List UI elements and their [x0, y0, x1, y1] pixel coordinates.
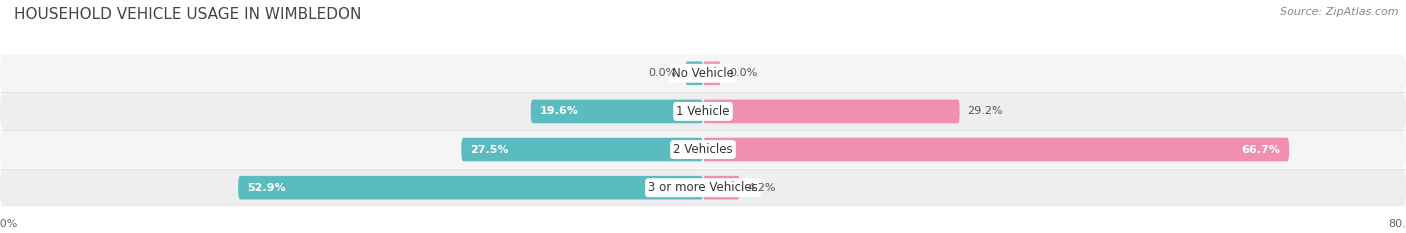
FancyBboxPatch shape	[703, 138, 1289, 161]
Text: 27.5%: 27.5%	[470, 144, 509, 154]
FancyBboxPatch shape	[461, 138, 703, 161]
Text: 4.2%: 4.2%	[747, 183, 776, 193]
Text: 2 Vehicles: 2 Vehicles	[673, 143, 733, 156]
Text: 3 or more Vehicles: 3 or more Vehicles	[648, 181, 758, 194]
FancyBboxPatch shape	[703, 176, 740, 199]
FancyBboxPatch shape	[238, 176, 703, 199]
FancyBboxPatch shape	[0, 131, 1406, 168]
Text: 0.0%: 0.0%	[648, 68, 676, 78]
Text: No Vehicle: No Vehicle	[672, 67, 734, 80]
Text: 1 Vehicle: 1 Vehicle	[676, 105, 730, 118]
FancyBboxPatch shape	[0, 169, 1406, 206]
FancyBboxPatch shape	[703, 62, 721, 85]
Text: 29.2%: 29.2%	[967, 106, 1002, 116]
FancyBboxPatch shape	[0, 55, 1406, 92]
Text: Source: ZipAtlas.com: Source: ZipAtlas.com	[1281, 7, 1399, 17]
FancyBboxPatch shape	[703, 99, 960, 123]
FancyBboxPatch shape	[0, 93, 1406, 130]
Text: 52.9%: 52.9%	[247, 183, 285, 193]
Text: 66.7%: 66.7%	[1241, 144, 1281, 154]
FancyBboxPatch shape	[531, 99, 703, 123]
Text: 19.6%: 19.6%	[540, 106, 578, 116]
FancyBboxPatch shape	[686, 62, 703, 85]
Text: HOUSEHOLD VEHICLE USAGE IN WIMBLEDON: HOUSEHOLD VEHICLE USAGE IN WIMBLEDON	[14, 7, 361, 22]
Text: 0.0%: 0.0%	[730, 68, 758, 78]
